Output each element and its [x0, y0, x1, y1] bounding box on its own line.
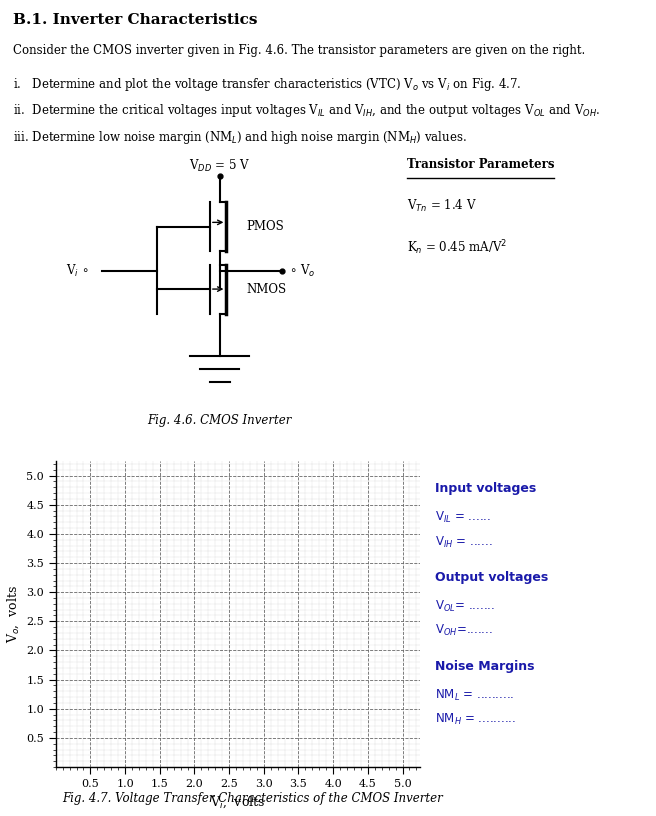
Text: Fig. 4.7. Voltage Transfer Characteristics of the CMOS Inverter: Fig. 4.7. Voltage Transfer Characteristi…	[62, 792, 443, 805]
Text: V$_{IH}$ = ......: V$_{IH}$ = ......	[435, 534, 493, 550]
Text: $\circ$ V$_o$: $\circ$ V$_o$	[289, 264, 315, 279]
Text: V$_i$ $\circ$: V$_i$ $\circ$	[66, 264, 88, 279]
Text: K$_n$ = 0.45 mA/V$^2$: K$_n$ = 0.45 mA/V$^2$	[407, 238, 507, 256]
Text: V$_{IL}$ = ......: V$_{IL}$ = ......	[435, 510, 491, 526]
Text: NM$_H$ = ..........: NM$_H$ = ..........	[435, 712, 516, 727]
Text: iii. Determine low noise margin (NM$_L$) and high noise margin (NM$_H$) values.: iii. Determine low noise margin (NM$_L$)…	[13, 129, 467, 146]
Text: i.   Determine and plot the voltage transfer characteristics (VTC) V$_o$ vs V$_i: i. Determine and plot the voltage transf…	[13, 76, 522, 92]
Text: Output voltages: Output voltages	[435, 571, 548, 584]
Text: B.1. Inverter Characteristics: B.1. Inverter Characteristics	[13, 13, 258, 28]
Y-axis label: V$_o$,  volts: V$_o$, volts	[5, 585, 20, 643]
Text: Consider the CMOS inverter given in Fig. 4.6. The transistor parameters are give: Consider the CMOS inverter given in Fig.…	[13, 44, 585, 57]
Text: V$_{OL}$= .......: V$_{OL}$= .......	[435, 599, 495, 614]
Text: V$_{OH}$=.......: V$_{OH}$=.......	[435, 623, 493, 638]
Text: PMOS: PMOS	[246, 220, 284, 233]
Text: NM$_L$ = ..........: NM$_L$ = ..........	[435, 687, 514, 703]
X-axis label: V$_i$,  volts: V$_i$, volts	[210, 795, 266, 809]
Text: Noise Margins: Noise Margins	[435, 660, 534, 673]
Text: ii.  Determine the critical voltages input voltages V$_{IL}$ and V$_{IH}$, and t: ii. Determine the critical voltages inpu…	[13, 102, 600, 119]
Text: Input voltages: Input voltages	[435, 482, 536, 495]
Text: V$_{DD}$ = 5 V: V$_{DD}$ = 5 V	[190, 157, 250, 174]
Text: V$_{Tn}$ = 1.4 V: V$_{Tn}$ = 1.4 V	[407, 198, 476, 214]
Text: Fig. 4.6. CMOS Inverter: Fig. 4.6. CMOS Inverter	[148, 414, 292, 427]
Text: Transistor Parameters: Transistor Parameters	[407, 157, 554, 171]
Text: NMOS: NMOS	[246, 282, 286, 295]
